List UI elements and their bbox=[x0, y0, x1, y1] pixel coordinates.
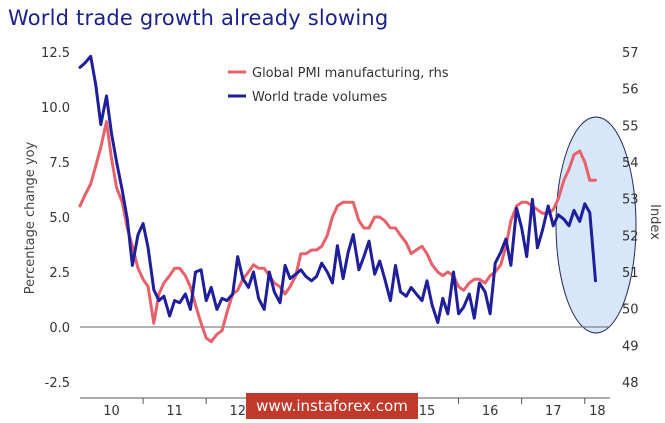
legend: Global PMI manufacturing, rhs World trad… bbox=[228, 66, 449, 105]
y-tick-label: 5.0 bbox=[49, 211, 70, 226]
y-tick-label: 12.5 bbox=[41, 46, 70, 61]
x-tick-label: 18 bbox=[589, 404, 606, 419]
y-tick-label: 7.5 bbox=[49, 156, 70, 171]
series-line-pmi bbox=[78, 120, 597, 344]
x-tick-label: 17 bbox=[545, 404, 562, 419]
right-axis-title: Index bbox=[647, 204, 662, 240]
x-tick-label: 11 bbox=[166, 404, 183, 419]
y2-tick-label: 52 bbox=[622, 229, 639, 244]
x-tick-label: 10 bbox=[103, 404, 120, 419]
legend-label-pmi: Global PMI manufacturing, rhs bbox=[252, 66, 449, 81]
right-axis-ticks: 57 56 55 54 53 52 51 50 49 48 bbox=[622, 46, 639, 391]
highlight-ellipse bbox=[555, 116, 637, 334]
x-tick-label: 15 bbox=[419, 404, 436, 419]
legend-label-trade: World trade volumes bbox=[252, 90, 387, 105]
y-tick-label: 0.0 bbox=[49, 321, 70, 336]
y2-tick-label: 54 bbox=[622, 156, 639, 171]
y-tick-label: 2.5 bbox=[49, 266, 70, 281]
left-axis-ticks: 12.5 10.0 7.5 5.0 2.5 0.0 -2.5 bbox=[41, 46, 70, 391]
chart-title: World trade growth already slowing bbox=[8, 6, 389, 30]
x-tick-label: 12 bbox=[229, 404, 246, 419]
watermark-banner: www.instaforex.com bbox=[246, 393, 418, 419]
y-tick-label: 10.0 bbox=[41, 101, 70, 116]
y2-tick-label: 55 bbox=[622, 119, 639, 134]
y2-tick-label: 57 bbox=[622, 46, 639, 61]
y2-tick-label: 49 bbox=[622, 339, 639, 354]
y2-tick-label: 56 bbox=[622, 83, 639, 98]
series-line-trade bbox=[78, 54, 597, 325]
y2-tick-label: 50 bbox=[622, 303, 639, 318]
left-axis-title: Percentage change yoy bbox=[23, 141, 38, 294]
y-tick-label: -2.5 bbox=[45, 376, 70, 391]
y2-tick-label: 48 bbox=[622, 376, 639, 391]
y2-tick-label: 53 bbox=[622, 193, 639, 208]
y2-tick-label: 51 bbox=[622, 266, 639, 281]
x-tick-label: 16 bbox=[482, 404, 499, 419]
series-layer bbox=[78, 54, 597, 344]
